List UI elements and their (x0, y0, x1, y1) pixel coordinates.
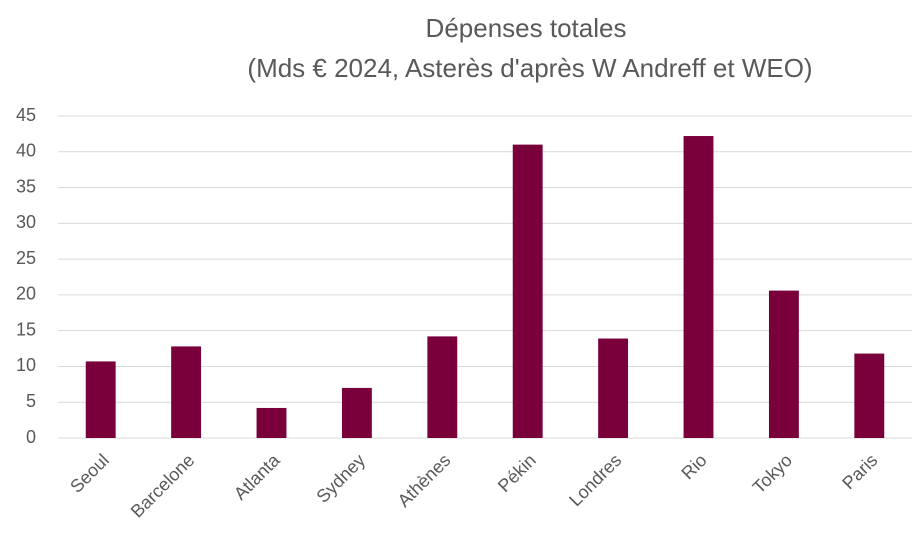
bar (854, 353, 885, 438)
bar (768, 290, 799, 438)
bar (85, 361, 116, 438)
x-tick-label: Athènes (394, 450, 455, 511)
x-tick-label: Paris (838, 450, 881, 493)
y-tick-label: 35 (16, 176, 36, 196)
bar (171, 346, 202, 438)
y-tick-label: 30 (16, 212, 36, 232)
y-tick-label: 40 (16, 141, 36, 161)
y-tick-label: 45 (16, 105, 36, 125)
y-tick-label: 15 (16, 319, 36, 339)
chart-title: Dépenses totales (426, 13, 627, 43)
x-tick-label: Seoul (66, 450, 113, 497)
x-tick-label: Sydney (312, 450, 369, 507)
bar (598, 338, 629, 438)
bar (427, 336, 458, 438)
x-tick-label: Londres (565, 450, 625, 510)
x-tick-label: Atlanta (230, 449, 284, 503)
y-tick-label: 25 (16, 248, 36, 268)
x-tick-label: Pékin (494, 450, 540, 496)
x-tick-label: Barcelone (127, 450, 198, 521)
x-tick-label: Rio (677, 450, 710, 483)
bar (256, 407, 287, 438)
bar (341, 387, 372, 438)
y-tick-label: 20 (16, 284, 36, 304)
chart-subtitle: (Mds € 2024, Asterès d'après W Andreff e… (247, 53, 812, 83)
bar (512, 144, 543, 438)
y-tick-label: 10 (16, 355, 36, 375)
y-tick-label: 5 (26, 391, 36, 411)
x-tick-label: Tokyo (749, 450, 796, 497)
y-tick-label: 0 (26, 427, 36, 447)
bar (683, 136, 714, 438)
